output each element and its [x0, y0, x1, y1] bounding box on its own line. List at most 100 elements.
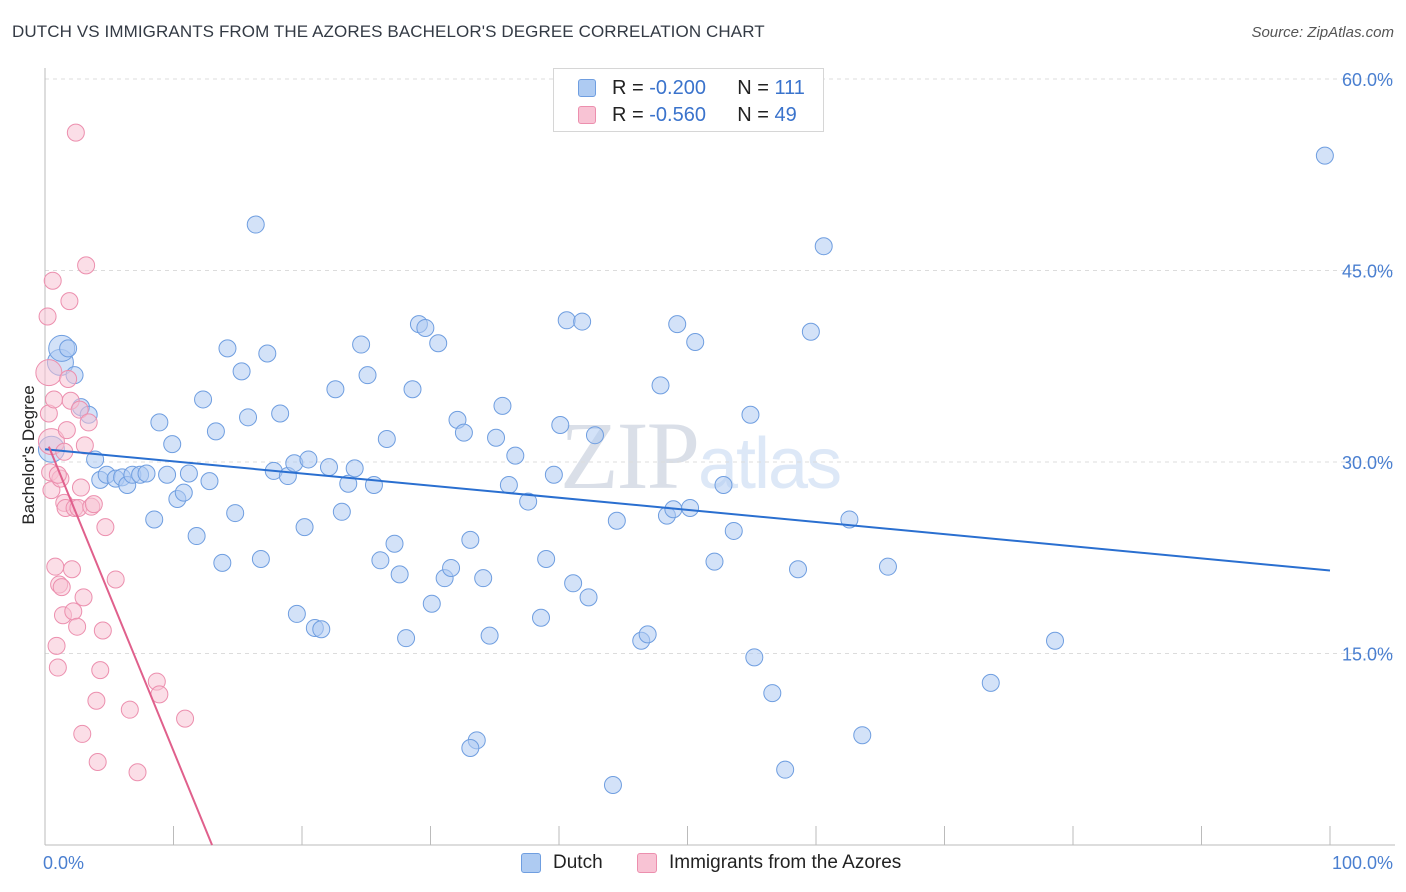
data-point-dutch: [332, 502, 351, 521]
series-dutch: [37, 146, 1334, 794]
data-point-dutch: [232, 362, 251, 381]
data-point-dutch: [326, 380, 345, 399]
data-point-dutch: [218, 339, 237, 358]
data-point-dutch: [454, 423, 473, 442]
data-point-dutch: [429, 334, 448, 353]
data-point-dutch: [487, 428, 506, 447]
data-point-dutch: [213, 553, 232, 572]
legend-n-label: N =: [737, 103, 775, 126]
legend-row-dutch: R = -0.200 N = 111: [578, 76, 805, 100]
data-point-azores: [46, 557, 65, 576]
trend-line-azores: [47, 446, 213, 846]
series-azores: [35, 123, 195, 782]
legend-label-dutch: Dutch: [553, 852, 603, 873]
data-point-dutch: [585, 426, 604, 445]
x-tick-label: 100.0%: [1332, 853, 1393, 873]
data-point-dutch: [638, 625, 657, 644]
data-point-dutch: [174, 483, 193, 502]
data-point-dutch: [145, 510, 164, 529]
data-point-azores: [75, 436, 94, 455]
data-point-dutch: [686, 332, 705, 351]
tick-labels: 15.0% 30.0% 45.0% 60.0% 0.0% 100.0%: [43, 70, 1393, 873]
data-point-dutch: [200, 472, 219, 491]
data-point-dutch: [461, 738, 480, 757]
legend-swatch-azores: [637, 853, 657, 873]
data-point-dutch: [397, 629, 416, 648]
data-point-dutch: [339, 474, 358, 493]
data-point-dutch: [206, 422, 225, 441]
data-point-dutch: [345, 459, 364, 478]
legend-item-dutch[interactable]: Dutch: [521, 852, 603, 874]
legend-n-value: 49: [774, 103, 797, 126]
y-axis-title: Bachelor's Degree: [19, 385, 38, 524]
legend-swatch-dutch: [578, 79, 596, 97]
data-point-dutch: [557, 311, 576, 330]
data-point-azores: [52, 578, 71, 597]
data-point-dutch: [551, 415, 570, 434]
data-point-dutch: [763, 684, 782, 703]
data-point-azores: [128, 763, 147, 782]
data-point-dutch: [442, 558, 461, 577]
data-point-dutch: [461, 530, 480, 549]
data-point-dutch: [137, 464, 156, 483]
data-point-dutch: [312, 620, 331, 639]
data-point-dutch: [499, 475, 518, 494]
data-point-dutch: [319, 458, 338, 477]
data-point-dutch: [801, 322, 820, 341]
data-point-dutch: [651, 376, 670, 395]
data-point-dutch: [246, 215, 265, 234]
axes: [44, 68, 1395, 846]
data-point-azores: [74, 588, 93, 607]
data-point-azores: [96, 518, 115, 537]
data-point-dutch: [532, 608, 551, 627]
data-point-dutch: [506, 446, 525, 465]
data-point-dutch: [745, 648, 764, 667]
legend-item-azores[interactable]: Immigrants from the Azores: [637, 852, 901, 874]
data-point-dutch: [564, 574, 583, 593]
data-point-dutch: [194, 390, 213, 409]
legend-row-azores: R = -0.560 N = 49: [578, 103, 797, 127]
data-point-dutch: [493, 396, 512, 415]
source-label: Source: ZipAtlas.com: [1251, 24, 1394, 41]
data-point-azores: [59, 370, 78, 389]
chart-title: DUTCH VS IMMIGRANTS FROM THE AZORES BACH…: [12, 22, 765, 41]
data-point-dutch: [544, 465, 563, 484]
data-point-azores: [57, 421, 76, 440]
data-point-azores: [73, 724, 92, 743]
data-point-dutch: [1315, 146, 1334, 165]
data-point-azores: [77, 256, 96, 275]
legend-r-label: R =: [612, 103, 650, 126]
data-point-dutch: [814, 237, 833, 256]
data-point-dutch: [714, 475, 733, 494]
data-point-dutch: [251, 550, 270, 569]
data-point-dutch: [668, 315, 687, 334]
data-point-dutch: [271, 404, 290, 423]
data-point-dutch: [1046, 631, 1065, 650]
data-point-azores: [66, 123, 85, 142]
data-point-dutch: [358, 366, 377, 385]
data-point-dutch: [377, 430, 396, 449]
data-point-dutch: [537, 550, 556, 569]
data-point-dutch: [179, 464, 198, 483]
data-point-dutch: [371, 551, 390, 570]
data-point-dutch: [390, 565, 409, 584]
data-point-dutch: [878, 557, 897, 576]
data-point-dutch: [239, 408, 258, 427]
data-point-azores: [43, 271, 62, 290]
y-tick-label: 45.0%: [1342, 262, 1393, 282]
data-point-azores: [79, 413, 98, 432]
legend-r-value: -0.200: [649, 76, 706, 99]
data-point-dutch: [422, 594, 441, 613]
legend-n-label: N =: [737, 76, 775, 99]
data-point-dutch: [705, 552, 724, 571]
data-point-dutch: [226, 504, 245, 523]
data-point-dutch: [981, 673, 1000, 692]
y-tick-label: 60.0%: [1342, 70, 1393, 90]
data-point-dutch: [724, 521, 743, 540]
data-point-dutch: [480, 626, 499, 645]
data-point-dutch: [258, 344, 277, 363]
data-point-dutch: [741, 405, 760, 424]
data-point-dutch: [416, 318, 435, 337]
y-tick-label: 30.0%: [1342, 453, 1393, 473]
